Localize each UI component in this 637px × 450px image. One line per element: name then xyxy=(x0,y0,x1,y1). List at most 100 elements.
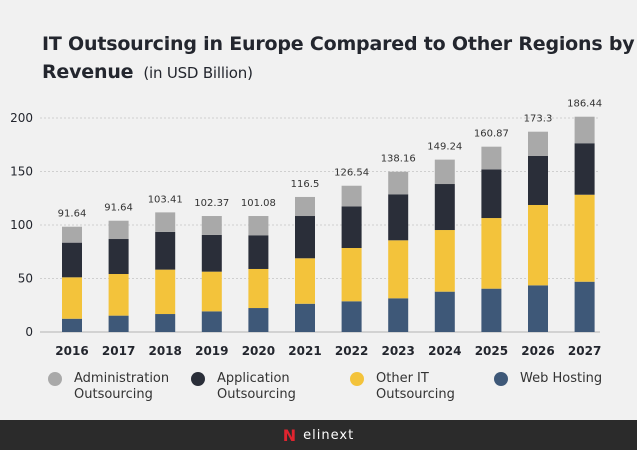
chart-title: IT Outsourcing in Europe Compared to Oth… xyxy=(42,30,637,87)
bar-segment xyxy=(155,231,176,270)
bar-segment xyxy=(341,301,362,332)
total-label: 149.24 xyxy=(427,142,462,153)
bar-segment xyxy=(528,204,548,286)
bar-segment xyxy=(201,216,222,235)
bar-segment xyxy=(434,291,455,332)
bar-segment xyxy=(481,288,502,332)
bar-segment xyxy=(155,269,176,315)
x-tick-label: 2022 xyxy=(335,344,368,358)
legend-swatch-icon xyxy=(494,372,508,386)
bar-segment xyxy=(248,216,269,236)
x-tick-label: 2025 xyxy=(475,344,508,358)
x-tick-label: 2017 xyxy=(102,344,135,358)
bar-segment xyxy=(108,220,129,240)
y-tick-label: 100 xyxy=(10,218,33,232)
total-label: 160.87 xyxy=(474,129,509,140)
bar-segment xyxy=(248,308,269,332)
bar-segment xyxy=(528,155,548,205)
bar-segment xyxy=(62,242,82,278)
legend-label: Web Hosting xyxy=(520,371,603,386)
y-tick-label: 50 xyxy=(18,272,33,286)
bar-segment xyxy=(574,281,595,332)
brand-name: elinext xyxy=(303,427,355,443)
x-tick-label: 2018 xyxy=(148,344,181,358)
bar-segment xyxy=(434,184,455,231)
bar-segment xyxy=(481,218,502,289)
bar-segment xyxy=(341,185,362,207)
legend-label: Application xyxy=(217,371,290,386)
legend-label: Outsourcing xyxy=(74,387,153,402)
x-tick-label: 2021 xyxy=(288,344,321,358)
bar-segment xyxy=(574,143,595,195)
bar-segment xyxy=(295,216,315,259)
bar-segment xyxy=(155,212,176,232)
total-label: 103.41 xyxy=(148,194,183,205)
legend-swatch-icon xyxy=(191,372,205,386)
bar-segment xyxy=(528,131,548,156)
legend-label: Other IT xyxy=(376,371,429,386)
logo-mark-icon: N xyxy=(282,425,298,445)
x-tick-label: 2026 xyxy=(521,344,554,358)
bar-segment xyxy=(62,277,82,319)
bar-segment xyxy=(62,226,82,243)
bar-segment xyxy=(201,311,222,332)
legend-item-application: Application Outsourcing xyxy=(191,371,296,403)
bar-segment xyxy=(574,116,595,144)
bar-segment xyxy=(388,298,409,332)
total-label: 126.54 xyxy=(334,168,369,179)
legend: Administration Outsourcing Application Out… xyxy=(0,371,637,411)
bar-segment xyxy=(201,234,222,272)
bar-segment xyxy=(388,171,409,195)
total-label: 116.5 xyxy=(291,179,320,190)
x-tick-label: 2023 xyxy=(381,344,414,358)
total-label: 138.16 xyxy=(381,154,416,165)
bar-segment xyxy=(108,274,129,316)
bar-segment xyxy=(481,169,502,219)
bar-segment xyxy=(434,230,455,292)
bar-segment xyxy=(481,146,502,170)
legend-label: Administration xyxy=(74,371,170,386)
bar-segment xyxy=(574,194,595,282)
legend-swatch-icon xyxy=(48,372,62,386)
bar-segment xyxy=(434,159,455,185)
bar-segment xyxy=(295,303,315,332)
title-text: IT Outsourcing in Europe Compared to Oth… xyxy=(42,33,635,83)
bar-segment xyxy=(341,248,362,302)
total-label: 186.44 xyxy=(567,99,602,110)
x-tick-label: 2016 xyxy=(55,344,88,358)
stacked-bar-chart: 0 50 100 150 200 91.64 2016 91.64 2017 103.41 2018… xyxy=(10,99,602,358)
legend-item-administration: Administration Outsourcing xyxy=(48,371,169,403)
legend-label: Outsourcing xyxy=(217,387,296,402)
legend-item-other-it: Other IT Outsourcing xyxy=(350,371,455,403)
y-tick-label: 150 xyxy=(10,165,33,179)
legend-swatch-icon xyxy=(350,372,364,386)
bar-segment xyxy=(62,318,82,332)
legend-label: Outsourcing xyxy=(376,387,455,402)
y-tick-label: 200 xyxy=(10,111,33,125)
legend-item-web-hosting: Web Hosting xyxy=(494,371,602,387)
total-label: 91.64 xyxy=(58,209,87,220)
total-label: 173.3 xyxy=(524,114,553,125)
x-tick-label: 2024 xyxy=(428,344,461,358)
bar-segment xyxy=(388,194,409,241)
y-tick-label: 0 xyxy=(25,325,33,339)
total-label: 91.64 xyxy=(104,203,133,214)
bar-segment xyxy=(108,315,129,332)
total-label: 101.08 xyxy=(241,198,276,209)
bar-segment xyxy=(295,196,315,217)
bar-segment xyxy=(388,240,409,299)
bar-segment xyxy=(108,239,129,275)
bar-segment xyxy=(295,258,315,304)
bar-segment xyxy=(528,285,548,332)
bar-segment xyxy=(201,271,222,312)
total-label: 102.37 xyxy=(194,198,229,209)
bar-segment xyxy=(341,206,362,249)
bar-segment xyxy=(248,268,269,309)
x-tick-label: 2020 xyxy=(242,344,275,358)
bar-segment xyxy=(248,235,269,269)
chart-subtitle: (in USD Billion) xyxy=(143,64,253,82)
x-tick-label: 2027 xyxy=(568,344,601,358)
bar-segment xyxy=(155,314,176,332)
